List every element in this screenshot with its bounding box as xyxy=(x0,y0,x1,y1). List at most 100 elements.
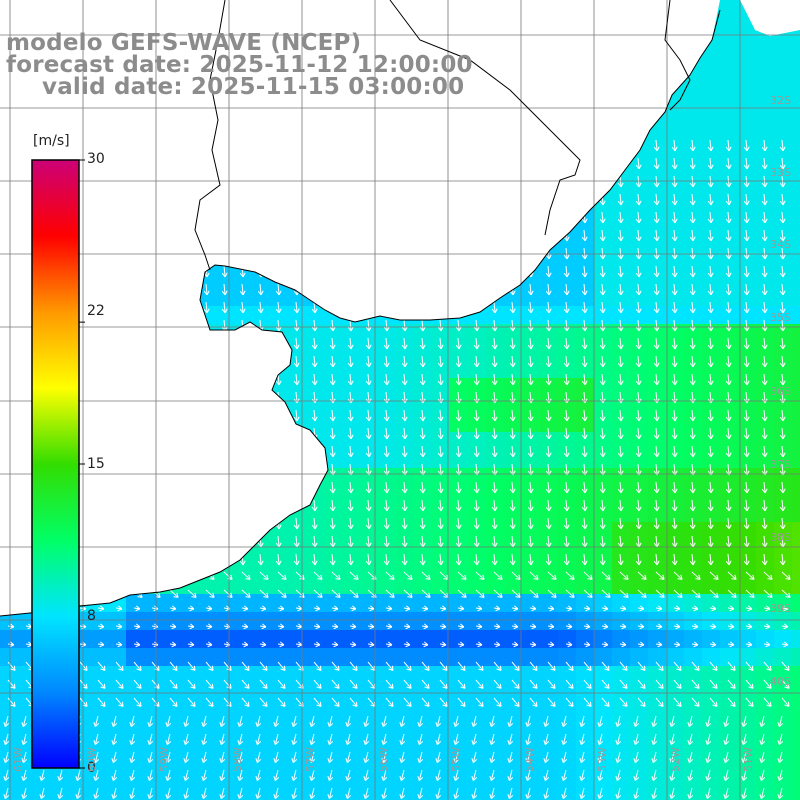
wind-arrow xyxy=(493,623,501,630)
colorbar-gradient xyxy=(31,159,80,769)
wind-arrow xyxy=(455,427,462,440)
wind-arrow xyxy=(651,715,658,728)
wind-arrow xyxy=(761,481,768,494)
wind-arrow xyxy=(743,175,750,188)
wind-arrow xyxy=(743,427,750,440)
wind-arrow xyxy=(619,605,627,612)
wind-arrow xyxy=(779,211,786,224)
wind-arrow xyxy=(709,571,719,580)
wind-arrow xyxy=(277,661,286,671)
wind-arrow xyxy=(579,769,586,782)
wind-arrow xyxy=(3,751,10,764)
wind-arrow xyxy=(671,229,678,242)
wind-arrow xyxy=(581,319,588,332)
wind-arrow xyxy=(635,499,642,512)
wind-arrow xyxy=(707,211,714,224)
wind-arrow xyxy=(493,697,502,707)
wind-arrow xyxy=(617,517,624,530)
wind-arrow xyxy=(327,715,334,728)
wind-arrow xyxy=(165,751,172,764)
wind-arrow xyxy=(709,661,718,671)
wind-arrow xyxy=(651,733,658,746)
wind-arrow xyxy=(385,679,394,689)
wind-arrow xyxy=(689,373,696,386)
wind-arrow xyxy=(763,641,771,648)
wind-arrow xyxy=(383,517,390,530)
wind-arrow xyxy=(561,733,568,746)
wind-arrow xyxy=(151,661,160,671)
wind-arrow xyxy=(655,623,663,630)
wind-arrow xyxy=(437,535,444,548)
wind-arrow xyxy=(347,409,354,422)
wind-arrow xyxy=(779,283,786,296)
wind-arrow xyxy=(599,517,606,530)
wind-arrow xyxy=(385,697,394,707)
wind-arrow xyxy=(597,733,604,746)
wind-arrow xyxy=(583,589,593,598)
wind-arrow xyxy=(671,373,678,386)
wind-arrow xyxy=(365,427,372,440)
wind-arrow xyxy=(617,499,624,512)
wind-arrow xyxy=(457,661,466,671)
wind-arrow xyxy=(331,605,339,612)
wind-arrow xyxy=(599,553,606,566)
wind-arrow xyxy=(457,697,466,707)
wind-arrow xyxy=(545,553,552,566)
wind-arrow xyxy=(437,355,444,368)
wind-arrow xyxy=(439,697,448,707)
wind-arrow xyxy=(399,769,406,782)
wind-arrow xyxy=(529,589,539,598)
wind-arrow xyxy=(723,787,730,800)
wind-arrow xyxy=(129,787,136,800)
wind-arrow xyxy=(635,373,642,386)
wind-arrow xyxy=(241,571,251,580)
wind-arrow xyxy=(705,787,712,800)
wind-arrow xyxy=(581,247,588,260)
wind-arrow xyxy=(259,661,268,671)
wind-arrow xyxy=(275,553,282,566)
wind-arrow xyxy=(327,733,334,746)
wind-arrow xyxy=(329,535,336,548)
wind-arrow xyxy=(385,641,393,648)
wind-arrow xyxy=(205,605,213,612)
wind-arrow xyxy=(183,751,190,764)
wind-arrow xyxy=(707,283,714,296)
wind-arrow xyxy=(223,589,233,598)
wind-arrow xyxy=(511,679,520,689)
wind-arrow xyxy=(743,265,750,278)
forecast-date: forecast date: 2025-11-12 12:00:00 xyxy=(6,52,473,78)
wind-arrow xyxy=(437,337,444,350)
wind-arrow xyxy=(241,697,250,707)
wind-arrow xyxy=(511,623,519,630)
wind-arrow xyxy=(453,787,460,800)
wind-arrow xyxy=(491,301,498,314)
wind-arrow xyxy=(599,265,606,278)
wind-arrow xyxy=(509,373,516,386)
wind-arrow xyxy=(743,193,750,206)
wind-arrow xyxy=(381,787,388,800)
wind-arrow xyxy=(401,319,408,332)
wind-arrow xyxy=(399,715,406,728)
wind-arrow xyxy=(781,605,789,612)
wind-arrow xyxy=(725,355,732,368)
wind-arrow xyxy=(275,283,282,296)
wind-arrow xyxy=(583,641,591,648)
wind-arrow xyxy=(493,661,502,671)
wind-arrow xyxy=(673,571,683,580)
wind-arrow xyxy=(293,301,300,314)
wind-arrow xyxy=(689,247,696,260)
wind-arrow xyxy=(3,733,10,746)
wind-arrow xyxy=(763,605,771,612)
lon-label: 56W xyxy=(377,747,390,772)
wind-arrow xyxy=(147,715,154,728)
wind-arrow xyxy=(313,679,322,689)
wind-arrow xyxy=(671,409,678,422)
wind-arrow xyxy=(653,193,660,206)
wind-arrow xyxy=(203,301,210,314)
wind-arrow xyxy=(599,247,606,260)
wind-arrow xyxy=(723,733,730,746)
wind-arrow xyxy=(689,499,696,512)
wind-arrow xyxy=(707,157,714,170)
wind-arrow xyxy=(437,319,444,332)
wind-arrow xyxy=(707,445,714,458)
